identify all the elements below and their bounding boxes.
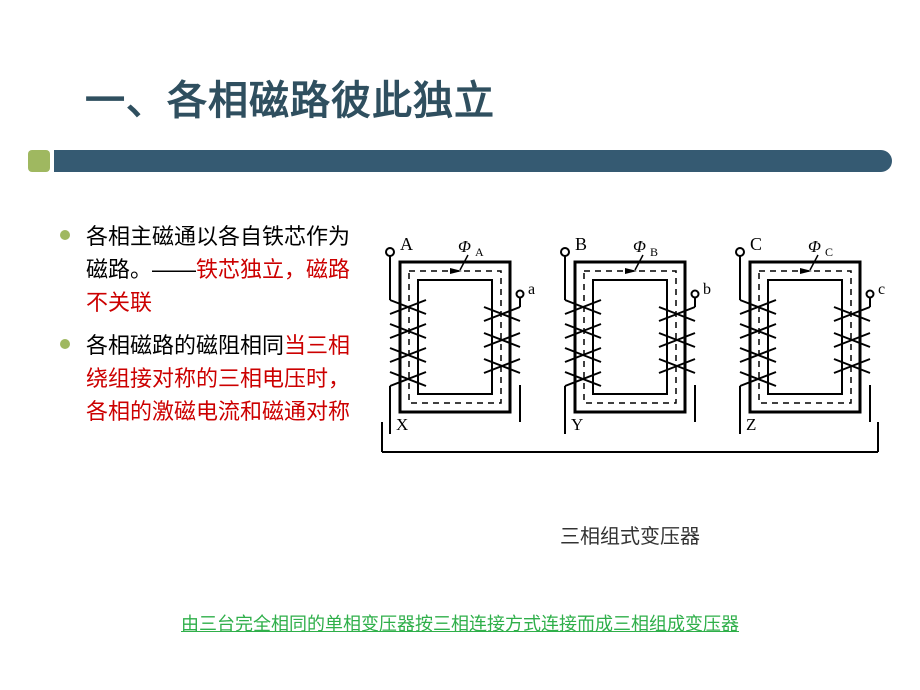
svg-text:Φ: Φ [633,237,646,256]
svg-text:c: c [878,281,885,298]
bullet-item: 各相磁路的磁阻相同当三相绕组接对称的三相电压时，各相的激磁电流和磁通对称 [60,329,360,428]
transformer-diagram: AΦAaXBΦBbYCΦCcZ [370,222,890,502]
slide: 一、各相磁路彼此独立 各相主磁通以各自铁芯作为磁路。——铁芯独立，磁路不关联 各… [0,0,920,690]
svg-text:B: B [650,245,658,259]
svg-text:a: a [528,281,535,298]
slide-title: 一、各相磁路彼此独立 [85,68,495,126]
svg-text:B: B [575,234,587,254]
bullet-dot-icon [60,230,70,240]
svg-text:Φ: Φ [458,237,471,256]
bar-main-strip [54,150,892,172]
svg-text:Y: Y [571,415,583,434]
title-underline-bar [0,150,920,180]
bullet-item: 各相主磁通以各自铁芯作为磁路。——铁芯独立，磁路不关联 [60,220,360,319]
svg-text:C: C [825,245,833,259]
svg-text:A: A [475,245,484,259]
svg-text:C: C [750,234,762,254]
svg-text:A: A [400,234,413,254]
footnote-link[interactable]: 由三台完全相同的单相变压器按三相连接方式连接而成三相组成变压器 [0,610,920,636]
diagram-caption: 三相组式变压器 [560,520,700,549]
bullet-text: 各相主磁通以各自铁芯作为磁路。——铁芯独立，磁路不关联 [86,220,360,319]
bullet-list: 各相主磁通以各自铁芯作为磁路。——铁芯独立，磁路不关联 各相磁路的磁阻相同当三相… [60,220,360,438]
diagram-svg: AΦAaXBΦBbYCΦCcZ [370,222,890,502]
bullet-dot-icon [60,339,70,349]
svg-text:Φ: Φ [808,237,821,256]
svg-text:X: X [396,415,408,434]
bullet-text: 各相磁路的磁阻相同当三相绕组接对称的三相电压时，各相的激磁电流和磁通对称 [86,329,360,428]
svg-text:b: b [703,281,711,298]
bullet-part: 各相磁路的磁阻相同 [86,333,284,358]
bar-accent-square [28,150,50,172]
svg-text:Z: Z [746,415,756,434]
